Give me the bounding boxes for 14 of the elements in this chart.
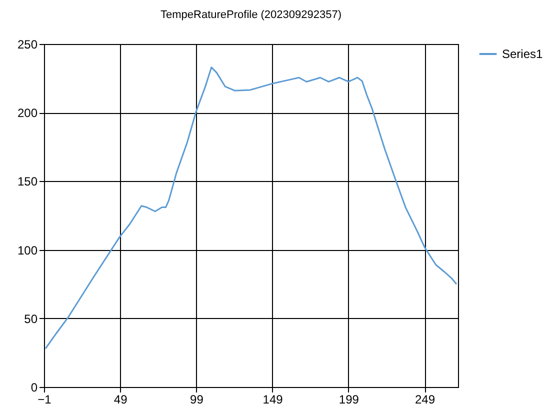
x-tick-label: 49	[114, 392, 128, 406]
x-tick-label: 199	[338, 392, 360, 406]
y-tick-label: 50	[24, 312, 38, 326]
y-tick-label: 100	[17, 243, 38, 258]
x-tick-label: 249	[415, 392, 436, 406]
chart-title: TempeRatureProfile (202309292357)	[160, 9, 342, 21]
y-tick-label: 200	[17, 106, 38, 120]
x-tick-label: 149	[262, 392, 284, 406]
x-tick-label: 99	[190, 392, 204, 406]
y-tick-label: 0	[30, 380, 38, 394]
y-tick-label: 250	[17, 38, 38, 52]
y-tick-label: 150	[17, 174, 38, 189]
x-tick-label: −1	[38, 392, 52, 406]
legend-label: Series1	[502, 47, 544, 61]
